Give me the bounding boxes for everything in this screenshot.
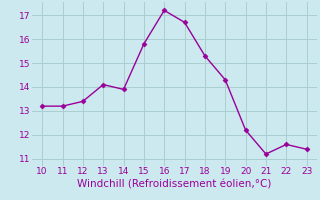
X-axis label: Windchill (Refroidissement éolien,°C): Windchill (Refroidissement éolien,°C)	[77, 179, 272, 189]
